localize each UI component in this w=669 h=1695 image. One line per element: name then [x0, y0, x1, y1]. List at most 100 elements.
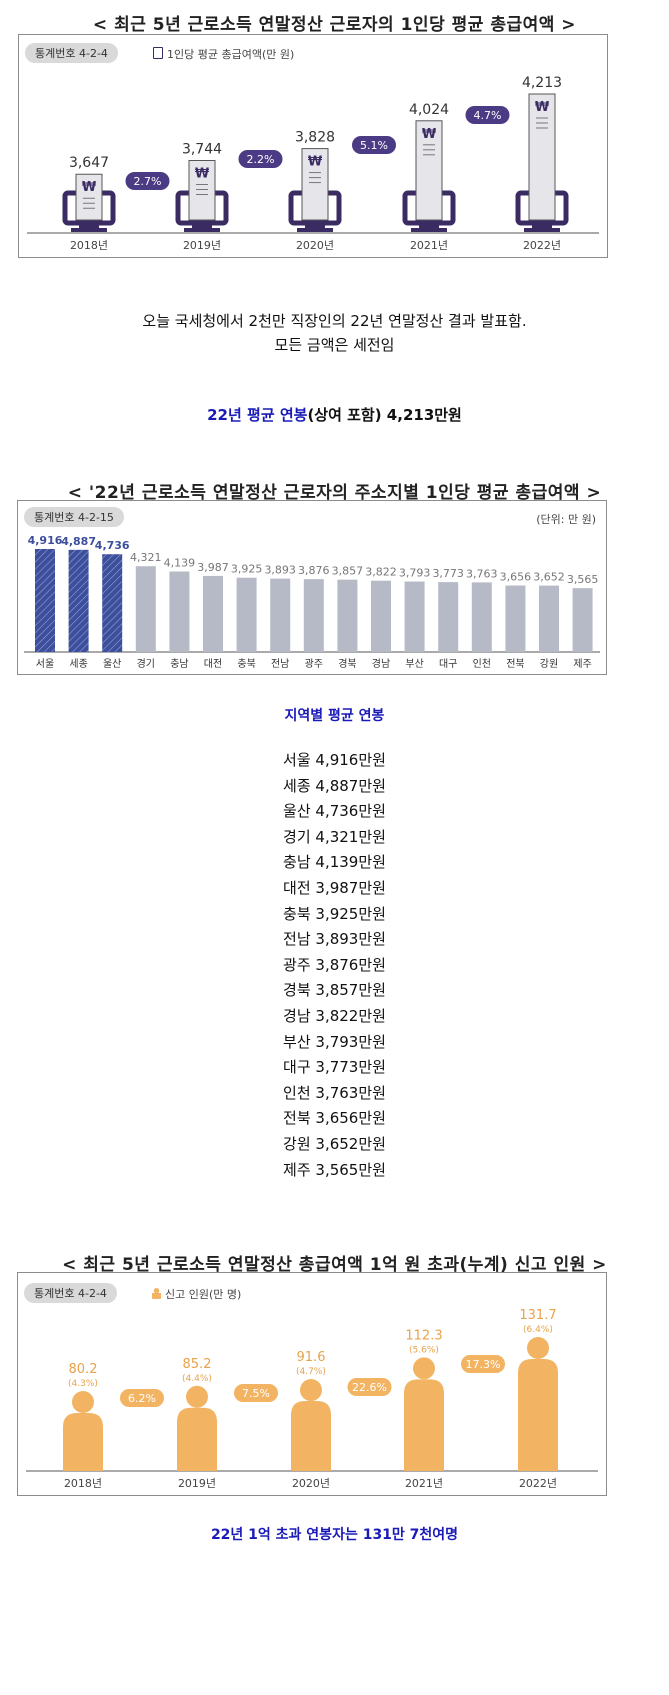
- chart3-value-label: 85.2: [183, 1357, 212, 1372]
- chart2-category-label: 전북: [506, 658, 524, 670]
- chart2-bar: [236, 577, 257, 652]
- chart2-category-label: 경남: [372, 657, 390, 670]
- chart2-bar: [35, 549, 55, 652]
- won-icon: ₩: [195, 166, 210, 181]
- chart2-value-label: 3,565: [567, 573, 599, 586]
- chart1-legend: 1인당 평균 총급여액(만 원): [153, 46, 294, 62]
- region-salary-item: 경북 3,857만원: [283, 981, 386, 1000]
- receipt-bar: [528, 93, 556, 221]
- chart1-category-label: 2019년: [183, 239, 221, 252]
- chart1-growth-label: 2.7%: [134, 175, 162, 188]
- chart3-value-label: 80.2: [69, 1362, 98, 1377]
- chart2-value-label: 3,925: [231, 563, 263, 576]
- chart2-bar: [203, 575, 223, 652]
- person-head: [186, 1385, 208, 1408]
- monitor-base: [297, 228, 333, 232]
- chart2-unit: (단위: 만 원): [536, 513, 596, 526]
- chart2-category-label: 충북: [237, 658, 255, 670]
- person-head: [72, 1391, 94, 1413]
- chart2-bar: [505, 585, 526, 652]
- person-head: [300, 1379, 322, 1402]
- chart1-growth-label: 5.1%: [360, 139, 388, 152]
- chart2-value-label: 3,857: [332, 565, 364, 578]
- footer-line: 22년 1억 초과 연봉자는 131만 7천여명: [0, 1524, 669, 1544]
- chart2-category-label: 울산: [103, 658, 121, 670]
- chart2-bar: [337, 579, 358, 652]
- chart2-category-label: 광주: [305, 658, 323, 670]
- monitor-stand: [532, 223, 552, 229]
- region-salary-item: 서울 4,916만원: [283, 751, 386, 769]
- region-salary-item: 경기 4,321만원: [283, 827, 386, 846]
- monitor-base: [71, 228, 107, 232]
- chart3-title: < 최근 5년 근로소득 연말정산 총급여액 1억 원 초과(누계) 신고 인원…: [62, 1255, 607, 1275]
- monitor-stand: [305, 223, 325, 229]
- chart2-bar: [404, 581, 425, 652]
- region-heading-label: 지역별 평균 연봉: [284, 708, 385, 724]
- chart1-growth-label: 4.7%: [474, 109, 502, 122]
- chart3-value-label: 112.3: [405, 1328, 442, 1343]
- region-salary-item: 전남 3,893만원: [283, 930, 386, 949]
- region-salary-item: 대전 3,987만원: [283, 878, 386, 897]
- region-salary-item: 광주 3,876만원: [283, 955, 386, 974]
- chart2-title: < '22년 근로소득 연말정산 근로자의 주소지별 1인당 평균 총급여액 >: [67, 483, 602, 503]
- receipt-bar: [301, 148, 329, 221]
- avg-salary-value: (상여 포함) 4,213만원: [307, 406, 462, 424]
- chart3-share-label: (4.7%): [296, 1367, 326, 1377]
- chart2-panel: 통계번호 4-2-15 (단위: 만 원) 4,916 서울 4,887 세종 4,73…: [17, 500, 607, 675]
- chart3-svg: 80.2 (4.3%) 2018년 85.2 (4.4%) 2019년 91.6 (4.7%)…: [26, 1308, 598, 1490]
- chart3-growth-pill: [461, 1355, 505, 1373]
- intro-line-1: 오늘 국세청에서 2천만 직장인의 22년 연말정산 결과 발표함.: [142, 312, 527, 330]
- chart1-title: < 최근 5년 근로소득 연말정산 근로자의 1인당 평균 총급여액 >: [92, 15, 577, 35]
- chart2-category-label: 전남: [271, 658, 289, 670]
- region-salary-item: 경남 3,822만원: [283, 1006, 386, 1025]
- receipt-icon: [153, 47, 163, 59]
- region-salary-item: 울산 4,736만원: [283, 802, 386, 821]
- chart2-value-label: 4,736: [95, 539, 130, 552]
- region-heading: 지역별 평균 연봉: [0, 705, 669, 725]
- region-salary-item: 충북 3,925만원: [283, 904, 386, 923]
- won-icon: ₩: [535, 100, 550, 115]
- region-salary-item: 대구 3,773만원: [283, 1058, 386, 1077]
- chart3-value-label: 91.6: [297, 1350, 326, 1365]
- monitor-stand: [79, 223, 99, 229]
- chart2-value-label: 3,656: [500, 571, 532, 584]
- person-body-bar: [177, 1407, 217, 1471]
- person-body-bar: [63, 1413, 103, 1471]
- chart2-value-label: 4,321: [130, 551, 162, 564]
- chart1-category-label: 2021년: [410, 239, 448, 252]
- chart1-growth-pill: [125, 172, 170, 190]
- chart2-bar: [471, 582, 492, 652]
- chart2-bar: [572, 588, 593, 652]
- monitor-stand: [419, 223, 439, 229]
- chart3-share-label: (4.3%): [68, 1379, 98, 1389]
- region-salary-item: 제주 3,565만원: [283, 1160, 386, 1179]
- chart3-category-label: 2018년: [64, 1477, 102, 1490]
- chart1-value-label: 3,744: [182, 141, 222, 157]
- chart2-value-label: 3,793: [399, 567, 431, 580]
- region-salary-list: 서울 4,916만원 세종 4,887만원 울산 4,736만원 경기 4,321만원…: [0, 748, 669, 1183]
- intro-line-2: 모든 금액은 세전임: [274, 336, 395, 354]
- chart3-growth-label: 22.6%: [352, 1381, 387, 1394]
- chart1-value-label: 3,828: [295, 130, 335, 146]
- chart2-value-label: 3,763: [466, 567, 498, 580]
- chart1-growth-pill: [352, 136, 396, 154]
- monitor-stand: [192, 223, 212, 229]
- person-head: [527, 1337, 549, 1359]
- person-body-bar: [291, 1401, 331, 1471]
- chart3-value-label: 131.7: [519, 1308, 556, 1323]
- chart1-value-label: 4,024: [409, 102, 449, 118]
- chart3-share-label: (6.4%): [523, 1325, 553, 1335]
- chart2-bar: [539, 585, 559, 652]
- chart2-value-label: 4,887: [61, 535, 96, 548]
- person-head: [413, 1357, 435, 1380]
- won-icon: ₩: [82, 180, 97, 195]
- chart2-category-label: 충남: [170, 658, 188, 670]
- chart2-bar: [102, 554, 123, 652]
- avg-salary-highlight: 22년 평균 연봉: [207, 406, 308, 424]
- chart2-category-label: 서울: [36, 658, 54, 670]
- won-icon: ₩: [422, 127, 437, 142]
- chart2-svg: 4,916 서울 4,887 세종 4,736 울산 4,321 경기 4,139 충남 3,987…: [24, 534, 600, 670]
- monitor-base: [411, 228, 447, 232]
- footer-highlight: 22년 1억 초과 연봉자는 131만 7천여명: [210, 1527, 459, 1543]
- chart3-growth-pill: [120, 1389, 164, 1407]
